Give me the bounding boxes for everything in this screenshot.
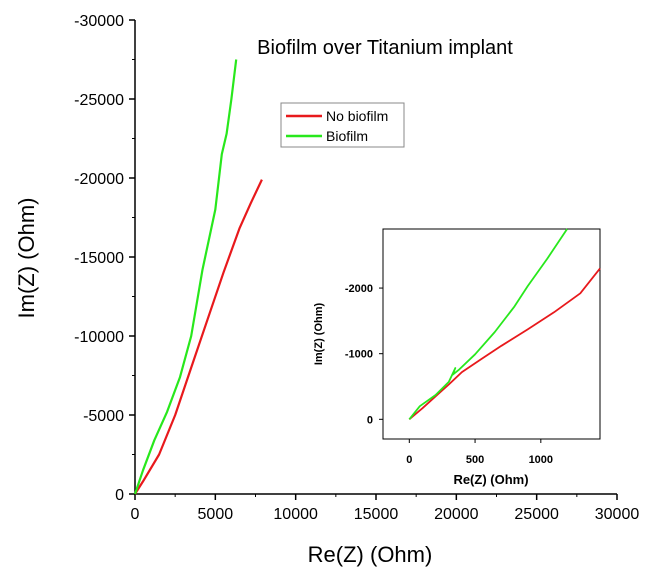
- main-y-tick-label-1: -5000: [83, 408, 124, 425]
- main-y-tick-label-2: -10000: [74, 329, 124, 346]
- main-y-axis-title: Im(Z) (Ohm): [14, 198, 39, 319]
- main-x-axis-title: Re(Z) (Ohm): [308, 542, 433, 567]
- inset-y-ticks: 0 -1000 -2000: [345, 283, 383, 426]
- main-x-ticks: 0 5000 10000 15000 20000 25000 30000: [131, 494, 640, 523]
- inset-x-tick-label-2: 1000: [529, 454, 553, 466]
- main-x-tick-label-0: 0: [131, 506, 140, 523]
- main-x-tick-label-3: 15000: [354, 506, 399, 523]
- inset-x-axis-title: Re(Z) (Ohm): [453, 472, 528, 487]
- inset-y-tick-label-0: 0: [367, 414, 373, 426]
- legend-label-no-biofilm: No biofilm: [326, 108, 388, 124]
- main-x-tick-label-4: 20000: [434, 506, 479, 523]
- inset-series-line-1: [408, 228, 568, 420]
- legend: No biofilm Biofilm: [280, 102, 405, 148]
- inset-series: [408, 228, 601, 420]
- inset-x-tick-label-1: 500: [466, 454, 484, 466]
- inset-y-tick-label-1: -1000: [345, 349, 373, 361]
- inset-series-line-0: [408, 267, 601, 420]
- inset-x-ticks: 0 500 1000: [406, 439, 553, 466]
- inset-x-tick-label-0: 0: [406, 454, 412, 466]
- inset-y-tick-label-2: -2000: [345, 283, 373, 295]
- main-x-tick-label-5: 25000: [514, 506, 559, 523]
- main-series-line-1: [133, 59, 238, 495]
- inset-frame: [382, 228, 601, 440]
- main-plot: 0 5000 10000 15000 20000 25000 30000 0-5000-10…: [14, 13, 639, 567]
- main-y-tick-label-0: 0: [115, 487, 124, 504]
- main-y-tick-label-6: -30000: [74, 13, 124, 30]
- main-y-ticks: 0 -5000 -10000 -15000 -20000 -25000 -30000: [74, 13, 135, 504]
- inset-plot: 0 500 1000 0 -1000 -2000 Re(Z) (Ohm) Im(Z) (…: [313, 228, 601, 487]
- main-x-tick-label-6: 30000: [595, 506, 640, 523]
- main-y-tick-label-4: -20000: [74, 171, 124, 188]
- inset-y-axis-title: Im(Z) (Ohm): [313, 303, 325, 366]
- legend-box: [280, 102, 405, 148]
- main-series: [133, 59, 263, 495]
- main-x-tick-label-2: 10000: [273, 506, 318, 523]
- main-series-line-0: [134, 179, 263, 495]
- main-chart-title: Biofilm over Titanium implant: [257, 37, 513, 59]
- main-y-tick-label-5: -25000: [74, 92, 124, 109]
- main-y-tick-label-3: -15000: [74, 250, 124, 267]
- legend-label-biofilm: Biofilm: [326, 128, 368, 144]
- main-x-tick-label-1: 5000: [198, 506, 234, 523]
